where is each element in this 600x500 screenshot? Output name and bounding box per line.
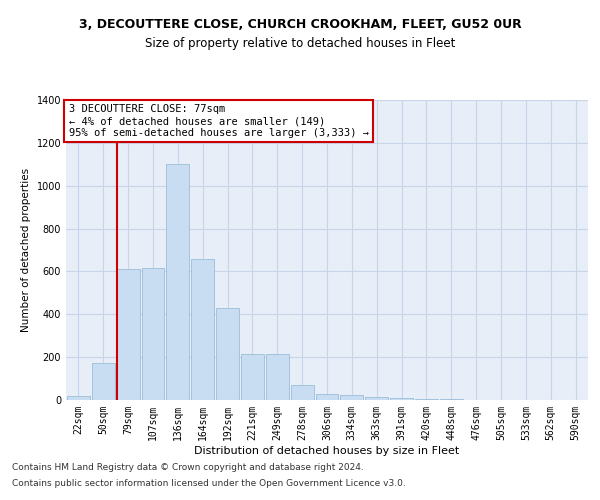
Bar (117, 270, 140, 400)
Text: Contains HM Land Registry data © Crown copyright and database right 2024.: Contains HM Land Registry data © Crown c… (12, 464, 364, 472)
Text: Size of property relative to detached houses in Fleet: Size of property relative to detached ho… (145, 38, 455, 51)
Bar (316, 394, 338, 400)
Bar (440, 399, 463, 400)
Y-axis label: Number of detached properties: Number of detached properties (21, 168, 31, 332)
Bar (142, 268, 164, 400)
Bar (266, 354, 289, 400)
Bar (415, 399, 438, 400)
X-axis label: Distribution of detached houses by size in Fleet: Distribution of detached houses by size … (194, 446, 460, 456)
Bar (241, 354, 264, 400)
Bar (365, 397, 388, 400)
Bar (340, 394, 363, 400)
Text: Contains public sector information licensed under the Open Government Licence v3: Contains public sector information licen… (12, 478, 406, 488)
Bar (166, 164, 189, 400)
Bar (67, 396, 90, 400)
Text: 3, DECOUTTERE CLOSE, CHURCH CROOKHAM, FLEET, GU52 0UR: 3, DECOUTTERE CLOSE, CHURCH CROOKHAM, FL… (79, 18, 521, 30)
Bar (191, 258, 214, 400)
Bar (291, 385, 314, 400)
Text: 3 DECOUTTERE CLOSE: 77sqm
← 4% of detached houses are smaller (149)
95% of semi-: 3 DECOUTTERE CLOSE: 77sqm ← 4% of detach… (68, 104, 368, 138)
Bar (92, 362, 115, 400)
Bar (390, 398, 413, 400)
Bar (216, 308, 239, 400)
